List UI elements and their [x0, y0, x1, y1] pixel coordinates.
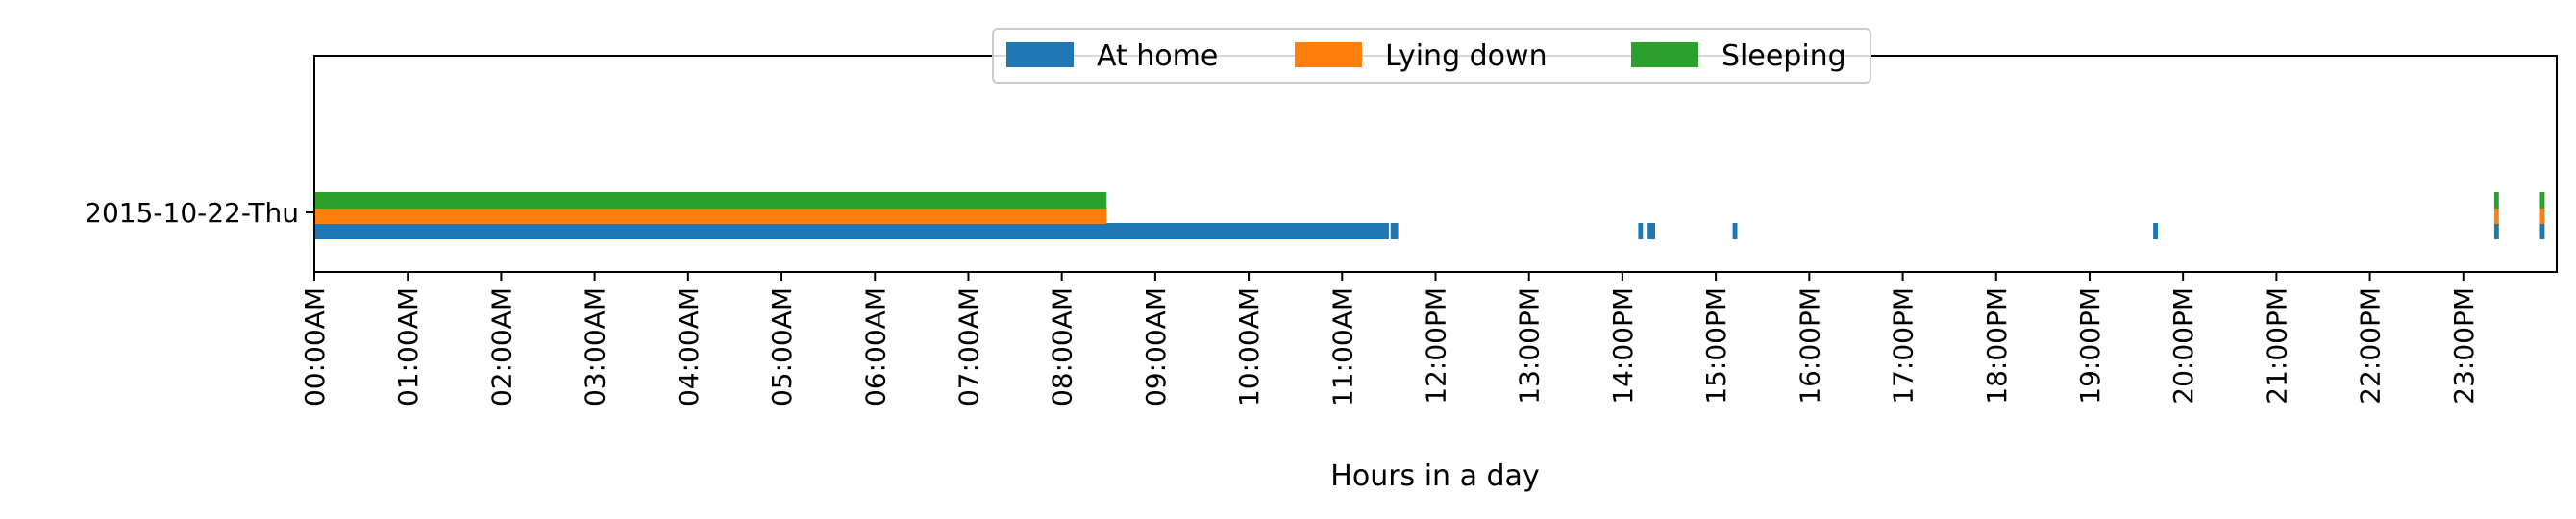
bar-sleeping-2 [2539, 192, 2545, 209]
legend-swatch-sleeping [1631, 42, 1698, 67]
x-axis: 00:00AM 01:00AM 02:00AM 03:00AM 04:00AM 05:00… [299, 272, 2480, 407]
x-tick-label: 01:00AM [392, 287, 424, 407]
x-tick-label: 21:00PM [2261, 287, 2292, 405]
x-tick-label: 04:00AM [673, 287, 705, 407]
x-tick-label: 10:00AM [1233, 287, 1265, 407]
bar-sleeping-0 [314, 192, 1107, 209]
x-tick-label: 19:00PM [2074, 287, 2106, 405]
x-tick-label: 22:00PM [2355, 287, 2387, 405]
legend-label-at-home: At home [1097, 39, 1218, 73]
bar-lying-down-2 [2539, 208, 2545, 224]
bar-at-home-6 [2493, 223, 2499, 239]
x-axis-title: Hours in a day [1330, 459, 1539, 493]
x-tick-label: 23:00PM [2448, 287, 2480, 405]
x-tick-label: 02:00AM [485, 287, 517, 407]
bar-sleeping-1 [2493, 192, 2499, 209]
x-tick-label: 18:00PM [1981, 287, 2013, 405]
x-tick-label: 12:00PM [1421, 287, 1452, 405]
x-tick-label: 07:00AM [953, 287, 984, 407]
y-axis: 2015-10-22-Thu [85, 197, 314, 229]
x-tick-label: 03:00AM [580, 287, 611, 407]
legend-swatch-lying-down [1295, 42, 1362, 67]
x-tick-label: 05:00AM [766, 287, 798, 407]
bar-lying-down-0 [314, 208, 1107, 224]
x-tick-label: 15:00PM [1700, 287, 1732, 405]
legend: At home Lying down Sleeping [992, 28, 1871, 84]
x-tick-label: 09:00AM [1140, 287, 1172, 407]
y-tick-label: 2015-10-22-Thu [85, 197, 299, 229]
bar-at-home-5 [2153, 223, 2158, 239]
bar-at-home-4 [1732, 223, 1738, 239]
legend-label-lying-down: Lying down [1385, 39, 1548, 73]
x-tick-label: 17:00PM [1888, 287, 1920, 405]
bar-lying-down-1 [2493, 208, 2499, 224]
x-tick-label: 14:00PM [1607, 287, 1639, 405]
x-tick-label: 20:00PM [2167, 287, 2199, 405]
legend-label-sleeping: Sleeping [1721, 39, 1846, 73]
bar-at-home-0 [314, 223, 1389, 239]
bar-at-home-1 [1390, 223, 1399, 239]
x-tick-label: 11:00AM [1326, 287, 1358, 407]
bar-at-home-2 [1638, 223, 1644, 239]
legend-swatch-at-home [1006, 42, 1074, 67]
x-tick-label: 16:00PM [1794, 287, 1825, 405]
bars-layer [314, 192, 2545, 239]
x-tick-label: 08:00AM [1047, 287, 1078, 407]
x-tick-label: 06:00AM [859, 287, 891, 407]
bar-at-home-3 [1647, 223, 1655, 239]
bar-at-home-7 [2539, 223, 2545, 239]
plot-frame [313, 55, 2558, 273]
x-tick-label: 13:00PM [1514, 287, 1546, 405]
x-tick-label: 00:00AM [299, 287, 331, 407]
